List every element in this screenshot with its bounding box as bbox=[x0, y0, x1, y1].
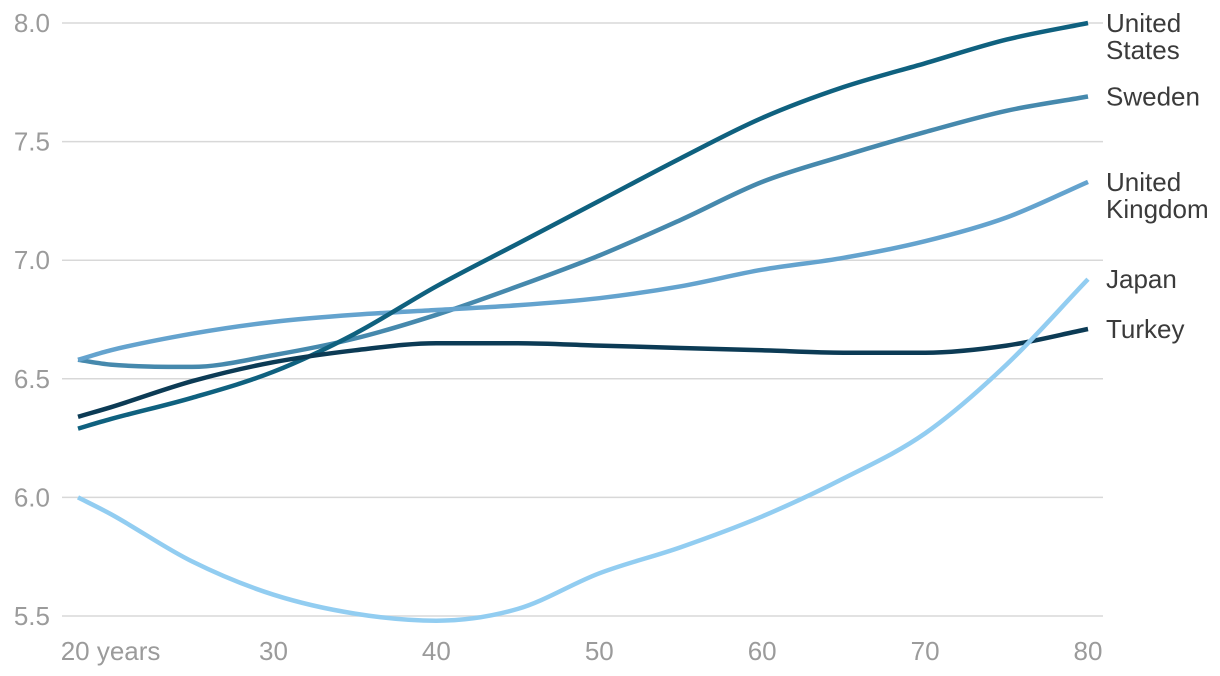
line-united-kingdom bbox=[77, 179, 1089, 362]
y-tick-label-5.5: 5.5 bbox=[14, 601, 50, 631]
series-label-line-sweden-0: Sweden bbox=[1106, 82, 1200, 112]
x-tick-label-70: 70 bbox=[911, 636, 940, 666]
series-label-sweden: Sweden bbox=[1106, 82, 1200, 112]
y-tick-label-6.0: 6.0 bbox=[14, 482, 50, 512]
line-turkey bbox=[77, 326, 1089, 419]
series-label-line-japan-0: Japan bbox=[1106, 264, 1177, 294]
line-japan bbox=[76, 277, 1090, 623]
line-united-states bbox=[77, 20, 1089, 431]
gridlines-layer bbox=[62, 22, 1103, 617]
series-label-line-united-states-1: States bbox=[1106, 35, 1180, 65]
y-axis-tick-labels: 5.5 6.0 6.5 7.0 7.5 8.0 bbox=[14, 8, 50, 631]
x-tick-label-20: 20 years bbox=[61, 636, 161, 666]
series-label-line-united-kingdom-1: Kingdom bbox=[1106, 194, 1209, 224]
x-tick-label-40: 40 bbox=[422, 636, 451, 666]
series-lines-layer bbox=[76, 20, 1090, 623]
series-label-line-united-states-0: United bbox=[1106, 8, 1181, 38]
x-tick-label-60: 60 bbox=[748, 636, 777, 666]
y-tick-label-8.0: 8.0 bbox=[14, 8, 50, 38]
x-tick-label-50: 50 bbox=[585, 636, 614, 666]
y-tick-label-6.5: 6.5 bbox=[14, 364, 50, 394]
series-label-turkey: Turkey bbox=[1106, 314, 1185, 344]
series-label-line-united-kingdom-0: United bbox=[1106, 167, 1181, 197]
y-tick-label-7.5: 7.5 bbox=[14, 127, 50, 157]
line-sweden bbox=[77, 94, 1089, 370]
series-end-labels-layer: UnitedStatesSwedenUnitedKingdomJapanTurk… bbox=[1106, 8, 1209, 344]
y-tick-label-7.0: 7.0 bbox=[14, 245, 50, 275]
x-tick-label-80: 80 bbox=[1074, 636, 1103, 666]
series-label-line-turkey-0: Turkey bbox=[1106, 314, 1185, 344]
series-label-japan: Japan bbox=[1106, 264, 1177, 294]
x-axis-tick-labels: 20 years 30 40 50 60 70 80 bbox=[61, 636, 1103, 666]
x-tick-label-30: 30 bbox=[259, 636, 288, 666]
